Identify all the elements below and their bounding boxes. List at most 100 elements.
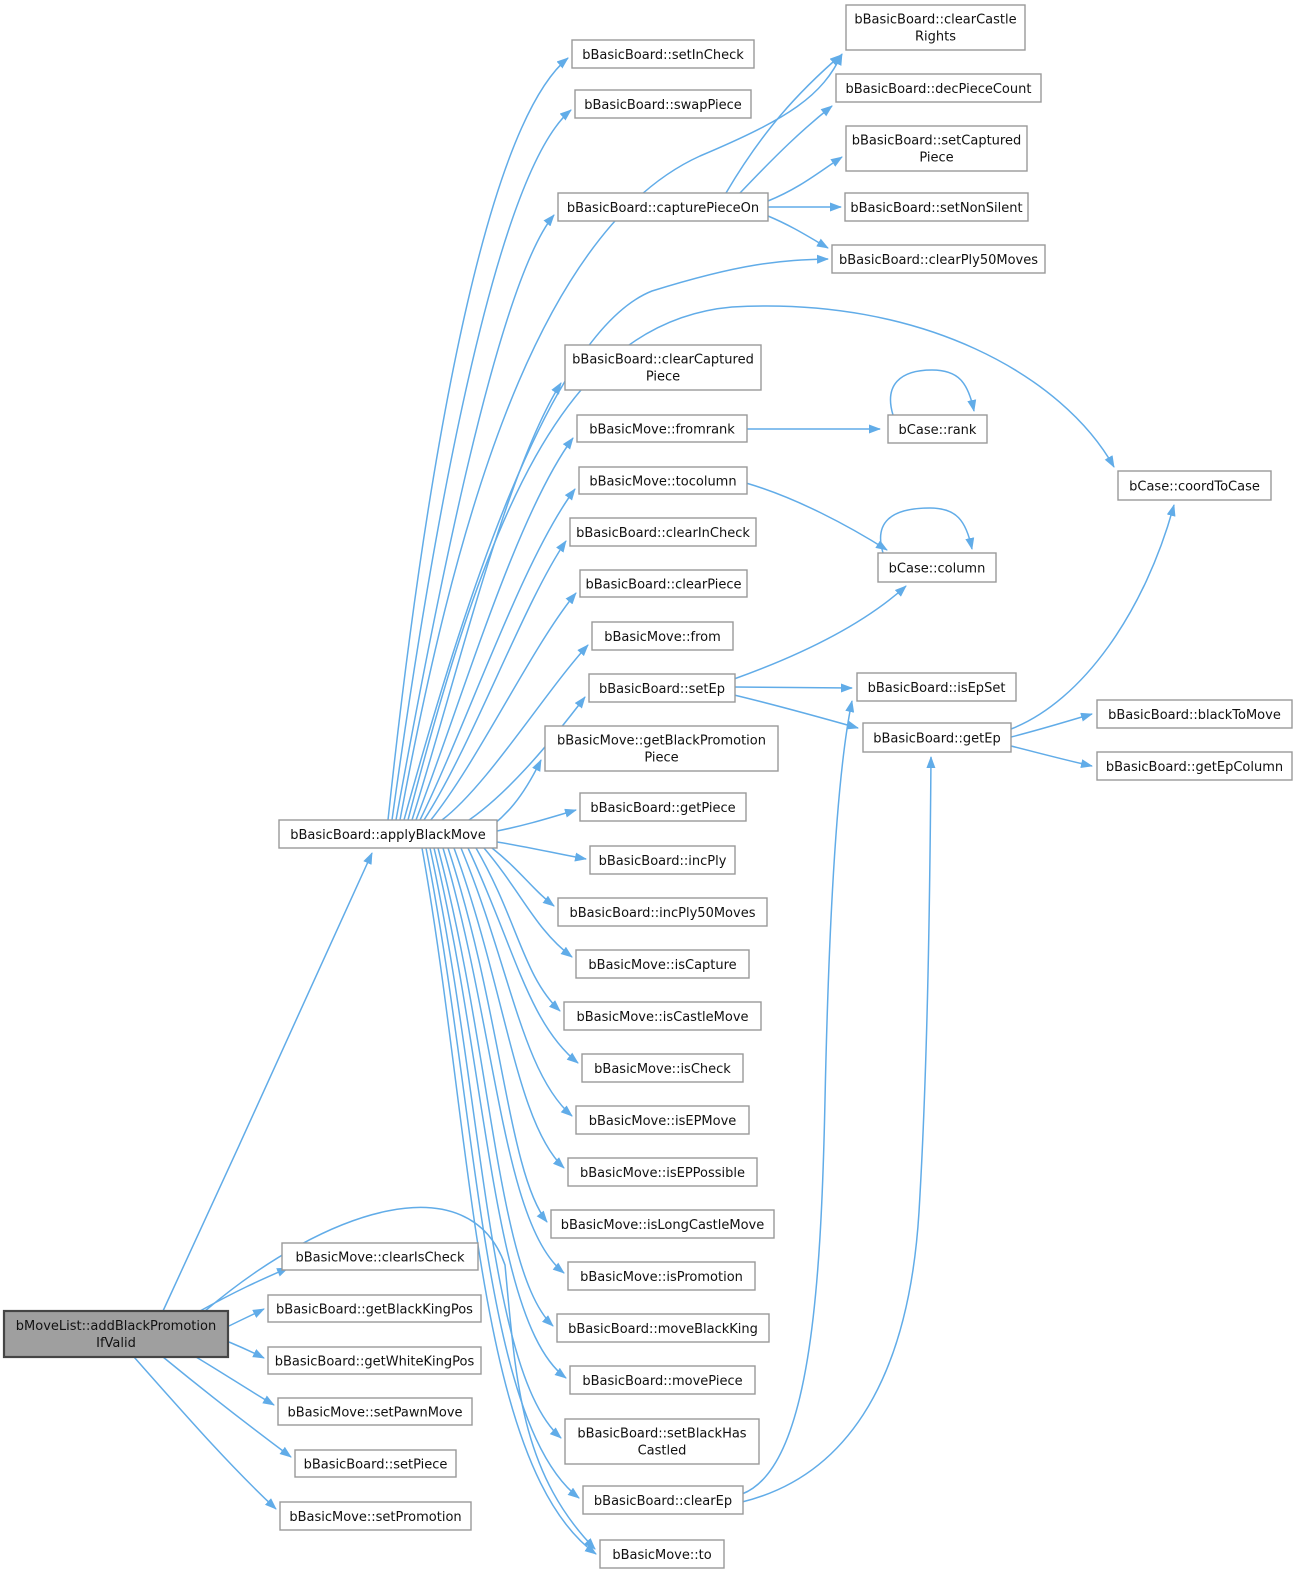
node-rank[interactable]: bCase::rank xyxy=(887,414,988,444)
node-box[interactable] xyxy=(589,845,736,875)
node-box[interactable] xyxy=(564,1418,760,1465)
node-clear-ep[interactable]: bBasicBoard::clearEp xyxy=(582,1485,744,1515)
node-box[interactable] xyxy=(844,192,1029,222)
node-black-to-move[interactable]: bBasicBoard::blackToMove xyxy=(1096,699,1293,729)
node-set-non-silent[interactable]: bBasicBoard::setNonSilent xyxy=(844,192,1029,222)
node-box[interactable] xyxy=(877,552,997,583)
node-capture-piece-on[interactable]: bBasicBoard::capturePieceOn xyxy=(557,192,769,222)
node-box[interactable] xyxy=(550,1209,775,1239)
node-is-ep-possible[interactable]: bBasicMove::isEPPossible xyxy=(567,1157,758,1187)
node-clear-in-check[interactable]: bBasicBoard::clearInCheck xyxy=(569,517,757,547)
node-box[interactable] xyxy=(845,125,1028,172)
node-label-line: Rights xyxy=(915,30,956,45)
node-get-ep-column[interactable]: bBasicBoard::getEpColumn xyxy=(1096,751,1293,781)
node-set-in-check[interactable]: bBasicBoard::setInCheck xyxy=(571,39,755,69)
node-box[interactable] xyxy=(563,1001,762,1031)
node-box[interactable] xyxy=(1096,751,1293,781)
node-box[interactable] xyxy=(582,1485,744,1515)
node-is-capture[interactable]: bBasicMove::isCapture xyxy=(575,949,750,979)
node-box[interactable] xyxy=(575,1105,750,1135)
node-dec-piece-count[interactable]: bBasicBoard::decPieceCount xyxy=(835,73,1042,103)
node-box[interactable] xyxy=(544,725,779,772)
node-box[interactable] xyxy=(831,244,1046,274)
node-box[interactable] xyxy=(862,722,1012,753)
node-box[interactable] xyxy=(591,621,734,651)
node-set-black-has-castled[interactable]: bBasicBoard::setBlackHas Castled xyxy=(564,1418,760,1465)
node-inc-ply50-moves[interactable]: bBasicBoard::incPly50Moves xyxy=(557,897,768,927)
node-box[interactable] xyxy=(574,89,752,119)
node-box[interactable] xyxy=(579,792,747,822)
node-fromrank[interactable]: bBasicMove::fromrank xyxy=(576,414,748,443)
node-box[interactable] xyxy=(278,819,498,849)
node-move-black-king[interactable]: bBasicBoard::moveBlackKing xyxy=(556,1313,770,1343)
node-box[interactable] xyxy=(579,569,748,598)
node-is-promotion[interactable]: bBasicMove::isPromotion xyxy=(567,1261,756,1291)
node-get-black-king-pos[interactable]: bBasicBoard::getBlackKingPos xyxy=(267,1294,482,1323)
node-apply-black-move[interactable]: bBasicBoard::applyBlackMove xyxy=(278,819,498,849)
node-get-white-king-pos[interactable]: bBasicBoard::getWhiteKingPos xyxy=(267,1346,482,1375)
node-box[interactable] xyxy=(581,1053,744,1083)
node-column[interactable]: bCase::column xyxy=(877,552,997,583)
node-label-line: bBasicBoard::isEpSet xyxy=(868,681,1006,696)
node-box[interactable] xyxy=(267,1294,482,1323)
node-move-piece[interactable]: bBasicBoard::movePiece xyxy=(569,1365,756,1395)
node-box[interactable] xyxy=(1096,699,1293,729)
node-set-promotion[interactable]: bBasicMove::setPromotion xyxy=(279,1501,472,1531)
node-clear-ply50-moves[interactable]: bBasicBoard::clearPly50Moves xyxy=(831,244,1046,274)
node-box[interactable] xyxy=(887,414,988,444)
node-box[interactable] xyxy=(569,517,757,547)
node-clear-captured-piece[interactable]: bBasicBoard::clearCaptured Piece xyxy=(564,344,762,391)
edge-clear-ep--get-ep xyxy=(741,756,936,1503)
node-tocolumn[interactable]: bBasicMove::tocolumn xyxy=(578,466,748,495)
node-get-piece[interactable]: bBasicBoard::getPiece xyxy=(579,792,747,822)
node-box[interactable] xyxy=(856,672,1017,702)
edge-apply-black-move--is-ep-possible xyxy=(453,847,565,1169)
node-box[interactable] xyxy=(294,1449,457,1478)
node-inc-ply[interactable]: bBasicBoard::incPly xyxy=(589,845,736,875)
node-box[interactable] xyxy=(267,1346,482,1375)
node-clear-castle-rights[interactable]: bBasicBoard::clearCastle Rights xyxy=(845,4,1026,51)
node-is-ep-move[interactable]: bBasicMove::isEPMove xyxy=(575,1105,750,1135)
node-add-black-promotion-if-valid[interactable]: bMoveList::addBlackPromotion IfValid xyxy=(2,1309,230,1359)
root-node-box[interactable] xyxy=(2,1309,230,1359)
node-box[interactable] xyxy=(835,73,1042,103)
node-get-black-promotion-piece[interactable]: bBasicMove::getBlackPromotion Piece xyxy=(544,725,779,772)
edge-apply-black-move--get-piece xyxy=(496,808,577,832)
node-label: bBasicBoard::movePiece xyxy=(582,1374,742,1389)
node-box[interactable] xyxy=(576,414,748,443)
node-box[interactable] xyxy=(556,1313,770,1343)
node-box[interactable] xyxy=(564,344,762,391)
node-set-ep[interactable]: bBasicBoard::setEp xyxy=(588,673,736,703)
node-set-pawn-move[interactable]: bBasicMove::setPawnMove xyxy=(277,1397,473,1426)
node-label: bBasicBoard::setCaptured Piece xyxy=(852,134,1021,166)
node-is-check[interactable]: bBasicMove::isCheck xyxy=(581,1053,744,1083)
node-set-piece[interactable]: bBasicBoard::setPiece xyxy=(294,1449,457,1478)
node-box[interactable] xyxy=(1117,470,1272,501)
node-box[interactable] xyxy=(588,673,736,703)
node-get-ep[interactable]: bBasicBoard::getEp xyxy=(862,722,1012,753)
node-box[interactable] xyxy=(557,897,768,927)
node-swap-piece[interactable]: bBasicBoard::swapPiece xyxy=(574,89,752,119)
node-set-captured-piece[interactable]: bBasicBoard::setCaptured Piece xyxy=(845,125,1028,172)
node-box[interactable] xyxy=(557,192,769,222)
node-label: bBasicMove::fromrank xyxy=(589,423,735,438)
node-box[interactable] xyxy=(279,1501,472,1531)
node-is-long-castle-move[interactable]: bBasicMove::isLongCastleMove xyxy=(550,1209,775,1239)
node-box[interactable] xyxy=(845,4,1026,51)
node-box[interactable] xyxy=(571,39,755,69)
node-coord-to-case[interactable]: bCase::coordToCase xyxy=(1117,470,1272,501)
node-box[interactable] xyxy=(281,1242,479,1271)
node-is-ep-set[interactable]: bBasicBoard::isEpSet xyxy=(856,672,1017,702)
node-box[interactable] xyxy=(599,1539,725,1569)
node-box[interactable] xyxy=(575,949,750,979)
node-to[interactable]: bBasicMove::to xyxy=(599,1539,725,1569)
node-clear-is-check[interactable]: bBasicMove::clearIsCheck xyxy=(281,1242,479,1271)
node-is-castle-move[interactable]: bBasicMove::isCastleMove xyxy=(563,1001,762,1031)
node-box[interactable] xyxy=(578,466,748,495)
node-box[interactable] xyxy=(277,1397,473,1426)
node-from[interactable]: bBasicMove::from xyxy=(591,621,734,651)
node-box[interactable] xyxy=(567,1157,758,1187)
node-box[interactable] xyxy=(569,1365,756,1395)
node-clear-piece[interactable]: bBasicBoard::clearPiece xyxy=(579,569,748,598)
node-box[interactable] xyxy=(567,1261,756,1291)
